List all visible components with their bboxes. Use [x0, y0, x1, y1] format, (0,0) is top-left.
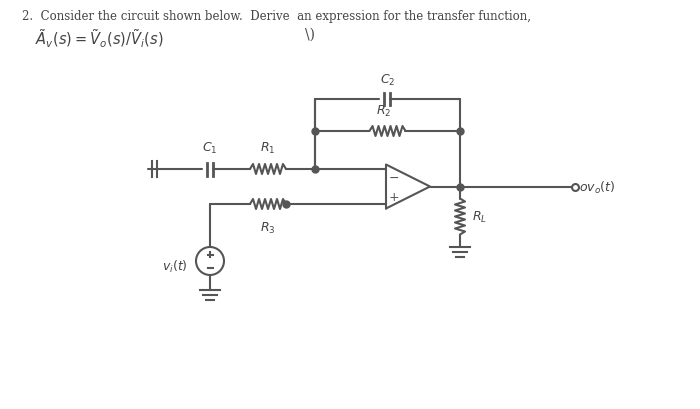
Text: \): \) — [305, 28, 315, 42]
Text: $R_3$: $R_3$ — [260, 220, 276, 236]
Text: $R_1$: $R_1$ — [260, 141, 276, 155]
Text: $-$: $-$ — [389, 171, 400, 184]
Text: $+$: $+$ — [389, 191, 400, 203]
Text: $R_L$: $R_L$ — [472, 209, 487, 225]
Text: $C_2$: $C_2$ — [380, 73, 395, 88]
Text: $ov_o(t)$: $ov_o(t)$ — [579, 179, 615, 195]
Text: $v_i(t)$: $v_i(t)$ — [162, 258, 188, 274]
Text: $R_2$: $R_2$ — [376, 103, 391, 119]
Text: $\tilde{A}_v(s) = \tilde{V}_o(s)/\tilde{V}_i(s)$: $\tilde{A}_v(s) = \tilde{V}_o(s)/\tilde{… — [35, 28, 163, 50]
Text: 2.  Consider the circuit shown below.  Derive  an expression for the transfer fu: 2. Consider the circuit shown below. Der… — [22, 10, 531, 23]
Text: $C_1$: $C_1$ — [202, 141, 218, 155]
